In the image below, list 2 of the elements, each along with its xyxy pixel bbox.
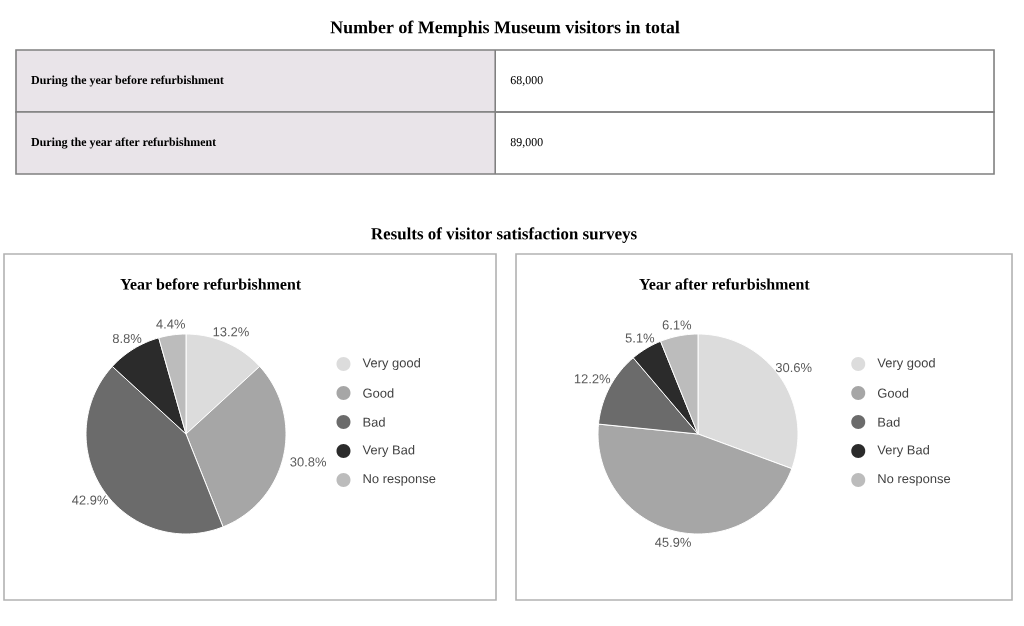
text: Number of Memphis Museum visitors in total bbox=[330, 20, 680, 37]
text: Results of visitor satisfaction surveys bbox=[371, 227, 637, 243]
